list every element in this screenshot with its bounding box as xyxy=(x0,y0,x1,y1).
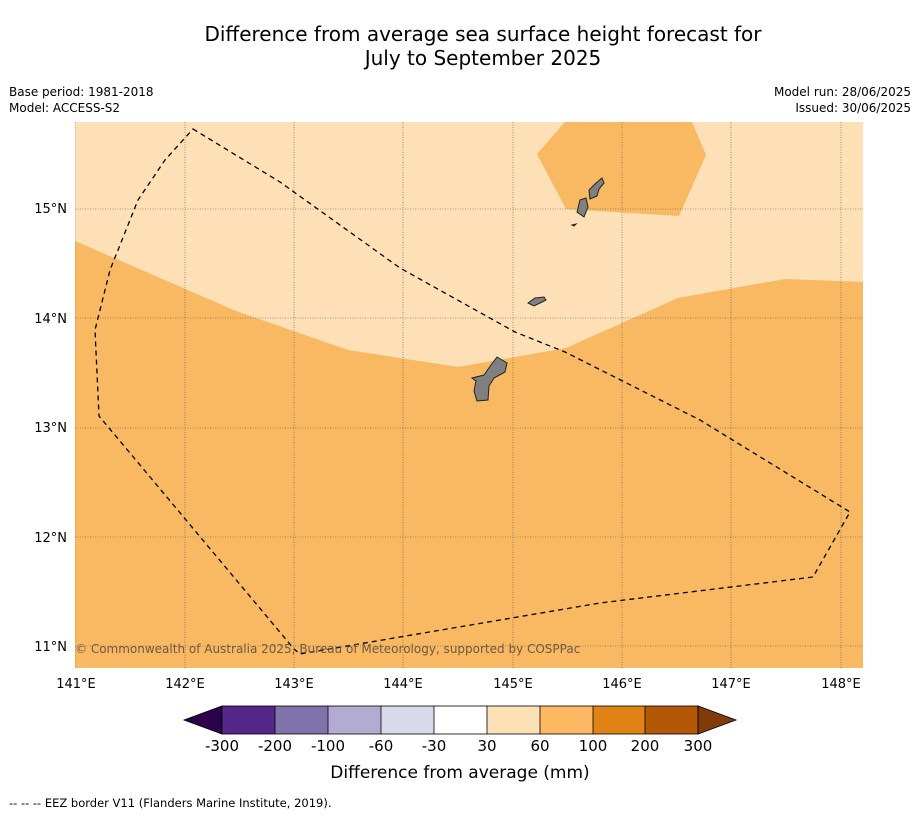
lat-label: 15°N xyxy=(34,202,67,217)
colorbar-seg xyxy=(275,706,328,734)
eez-legend-note: -- -- -- EEZ border V11 (Flanders Marine… xyxy=(9,796,332,810)
colorbar-extend-high xyxy=(697,705,738,735)
colorbar-tick: 300 xyxy=(684,737,713,755)
model-run: Model run: 28/06/2025 xyxy=(773,85,911,99)
colorbar-tick: 200 xyxy=(631,737,660,755)
colorbar-tick: 60 xyxy=(530,737,549,755)
copyright-text: © Commonwealth of Australia 2025, Bureau… xyxy=(75,642,580,656)
title-line-1: Difference from average sea surface heig… xyxy=(204,22,762,46)
colorbar-tick: -200 xyxy=(258,737,292,755)
island-guam xyxy=(470,356,508,402)
map-figure: © Commonwealth of Australia 2025, Bureau… xyxy=(34,122,863,783)
colorbar-seg xyxy=(328,706,381,734)
colorbar-seg xyxy=(381,706,434,734)
colorbar-tick: 30 xyxy=(477,737,496,755)
lon-label: 147°E xyxy=(711,677,751,692)
colorbar: -300 -200 -100 -60 -30 30 60 100 200 300… xyxy=(182,705,738,783)
title-line-2: July to September 2025 xyxy=(364,46,602,70)
colorbar-seg xyxy=(434,706,487,734)
lon-label: 143°E xyxy=(274,677,314,692)
colorbar-seg xyxy=(593,706,645,734)
colorbar-tick: -30 xyxy=(422,737,447,755)
gridlines xyxy=(75,122,863,668)
meta-right: Model run: 28/06/2025 Issued: 30/06/2025 xyxy=(774,84,911,116)
colorbar-tick: -100 xyxy=(311,737,345,755)
lat-label: 12°N xyxy=(34,531,67,546)
lat-labels: 15°N 14°N 13°N 12°N 11°N xyxy=(34,202,67,655)
island-tinian xyxy=(576,197,589,218)
issued-date: Issued: 30/06/2025 xyxy=(795,101,911,115)
island-saipan xyxy=(588,177,605,200)
colorbar-seg xyxy=(540,706,593,734)
lon-labels: 141°E 142°E 143°E 144°E 145°E 146°E 147°… xyxy=(56,677,861,692)
colorbar-tick: -300 xyxy=(205,737,239,755)
lat-label: 14°N xyxy=(34,312,67,327)
lon-label: 144°E xyxy=(383,677,423,692)
lon-label: 141°E xyxy=(56,677,96,692)
meta-left: Base period: 1981-2018 Model: ACCESS-S2 xyxy=(9,84,154,116)
lat-label: 13°N xyxy=(34,421,67,436)
lon-label: 142°E xyxy=(165,677,205,692)
colorbar-seg xyxy=(645,706,698,734)
map-plot-area: © Commonwealth of Australia 2025, Bureau… xyxy=(75,122,863,668)
colorbar-seg xyxy=(222,706,275,734)
base-period: Base period: 1981-2018 xyxy=(9,85,154,99)
model-name: Model: ACCESS-S2 xyxy=(9,101,121,115)
colorbar-label: Difference from average (mm) xyxy=(330,763,589,783)
eez-border xyxy=(94,128,851,655)
island-rota xyxy=(527,296,547,307)
band-60-100-north xyxy=(537,122,706,216)
lon-label: 146°E xyxy=(602,677,642,692)
colorbar-extend-low xyxy=(182,705,223,735)
island-aguijan xyxy=(570,223,578,227)
colorbar-seg xyxy=(487,706,540,734)
colorbar-tick: 100 xyxy=(579,737,608,755)
map-title: Difference from average sea surface heig… xyxy=(0,22,919,70)
colorbar-tick: -60 xyxy=(369,737,394,755)
lon-label: 145°E xyxy=(493,677,533,692)
lat-label: 11°N xyxy=(34,640,67,655)
lon-label: 148°E xyxy=(821,677,861,692)
